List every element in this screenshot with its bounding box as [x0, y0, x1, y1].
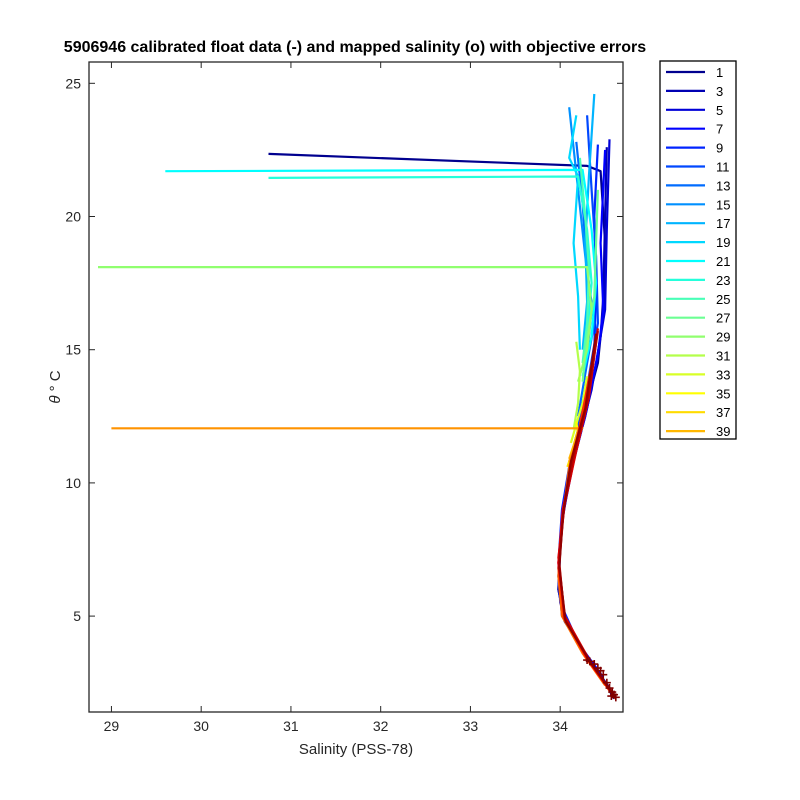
x-axis-label: Salinity (PSS-78)	[299, 741, 413, 758]
mapped-marker	[607, 692, 616, 701]
x-tick-label: 34	[552, 718, 568, 734]
y-axis-label: θ ° C	[47, 370, 64, 403]
series-line-14	[98, 266, 593, 382]
y-axis: 5 10 15 20 25	[65, 75, 623, 624]
mapped-marker	[590, 660, 599, 669]
series-line-9	[568, 115, 581, 350]
legend-label-39: 39	[716, 424, 730, 439]
y-tick-label: 10	[65, 475, 81, 491]
chart-title: 5906946 calibrated float data (-) and ma…	[64, 39, 646, 56]
y-tick-label: 15	[65, 342, 81, 358]
legend-label-35: 35	[716, 386, 730, 401]
legend-label-29: 29	[716, 330, 730, 345]
legend-label-23: 23	[716, 273, 730, 288]
plot-background	[89, 62, 623, 712]
legend-label-17: 17	[716, 216, 730, 231]
legend-label-5: 5	[716, 103, 723, 118]
mapped-markers	[583, 656, 620, 702]
series-line-16	[569, 376, 589, 444]
mapped-marker	[585, 657, 594, 666]
legend-label-1: 1	[716, 65, 723, 80]
series-line-12	[578, 157, 590, 364]
mapped-marker	[611, 693, 620, 702]
legend-label-37: 37	[716, 405, 730, 420]
legend-label-27: 27	[716, 311, 730, 326]
legend-label-7: 7	[716, 122, 723, 137]
mapped-marker	[599, 670, 608, 679]
legend-label-13: 13	[716, 178, 730, 193]
y-tick-label: 5	[73, 608, 81, 624]
legend-label-11: 11	[716, 160, 730, 175]
legend-label-21: 21	[716, 254, 730, 269]
x-axis: 29 30 31 32 33 34	[104, 62, 568, 734]
legend-label-33: 33	[716, 367, 730, 382]
series-layer	[98, 93, 617, 700]
y-tick-label: 20	[65, 209, 81, 225]
plot-frame	[88, 61, 624, 713]
legend-label-3: 3	[716, 84, 723, 99]
series-line-15	[572, 341, 581, 430]
x-tick-label: 29	[104, 718, 120, 734]
x-tick-label: 30	[193, 718, 209, 734]
x-tick-label: 31	[283, 718, 299, 734]
series-line-8	[581, 93, 596, 350]
plot-area: 29 30 31 32 33 34 5 10 15 20 25	[65, 61, 624, 734]
legend-box	[659, 60, 737, 440]
x-tick-label: 32	[373, 718, 389, 734]
y-axis-label-unit: ° C	[47, 370, 64, 391]
y-tick-label: 25	[65, 75, 81, 91]
legend-label-9: 9	[716, 141, 723, 156]
legend-label-25: 25	[716, 292, 730, 307]
legend-label-31: 31	[716, 349, 730, 364]
series-line-10	[165, 168, 598, 377]
mapped-marker	[602, 678, 611, 687]
series-line-19	[568, 429, 580, 460]
y-axis-label-symbol: θ	[47, 395, 64, 403]
legend-label-15: 15	[716, 197, 730, 212]
x-tick-label: 33	[463, 718, 479, 734]
legend-label-19: 19	[716, 235, 730, 250]
